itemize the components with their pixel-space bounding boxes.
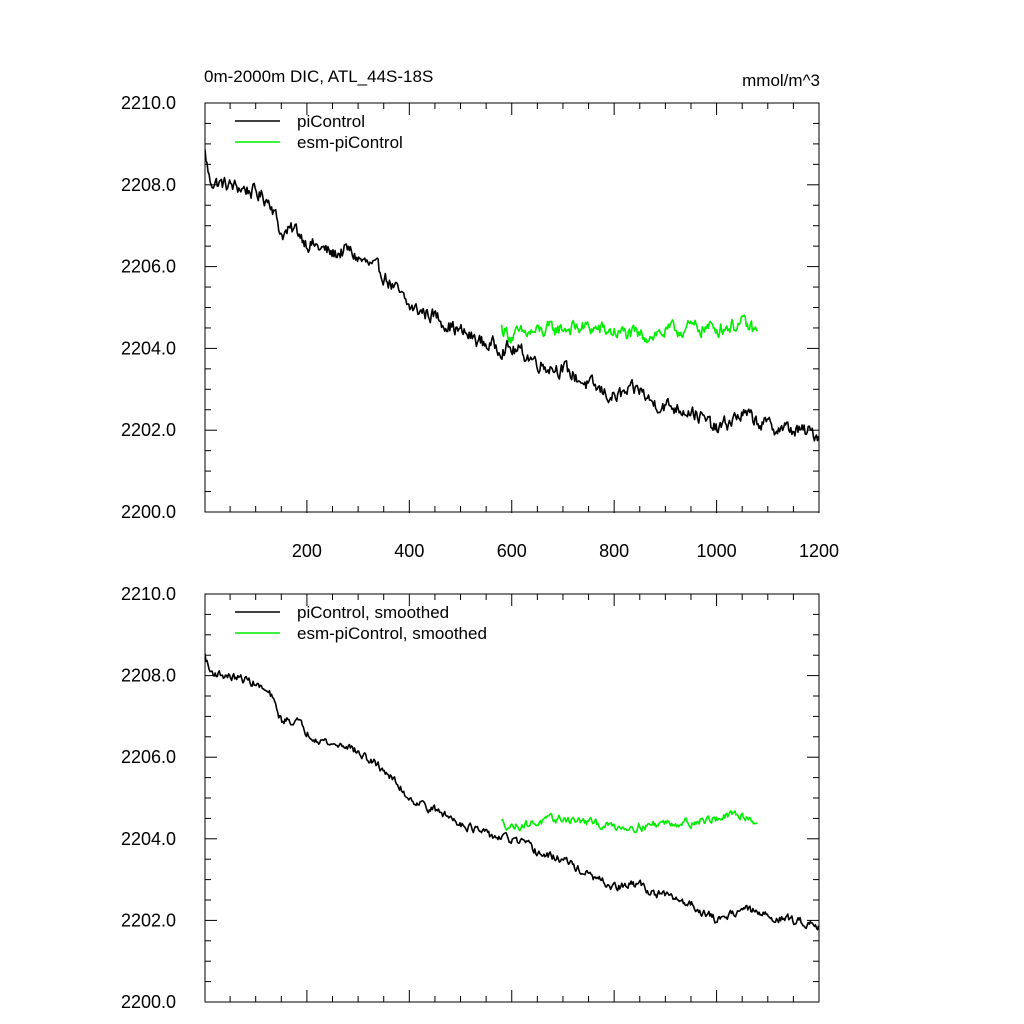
y-tick-label: 2210.0 <box>121 584 176 604</box>
y-tick-label: 2202.0 <box>121 910 176 930</box>
x-tick-label: 1000 <box>697 541 737 561</box>
top-panel: 2200.0 2202.0 2204.0 2206.0 2208.0 2210.0 200 4… <box>121 93 839 561</box>
y-tick-label: 2202.0 <box>121 420 176 440</box>
y-tick-label: 2208.0 <box>121 175 176 195</box>
series-line-esm-picontrol <box>500 314 759 344</box>
legend-label: esm-piControl <box>297 133 403 152</box>
x-tick-label: 600 <box>497 541 527 561</box>
x-tick-label: 400 <box>394 541 424 561</box>
y-tick-label: 2206.0 <box>121 747 176 767</box>
y-tick-label: 2204.0 <box>121 829 176 849</box>
legend-label: piControl, smoothed <box>297 603 449 622</box>
legend-label: esm-piControl, smoothed <box>297 624 487 643</box>
x-tick-label: 800 <box>599 541 629 561</box>
units-label: mmol/m^3 <box>742 71 820 90</box>
series-line-esm-picontrol-smoothed <box>500 810 758 834</box>
series-line-picontrol-smoothed <box>205 653 819 931</box>
y-tick-label: 2200.0 <box>121 992 176 1012</box>
figure-title: 0m-2000m DIC, ATL_44S-18S <box>204 67 433 86</box>
legend-label: piControl <box>297 112 365 131</box>
y-tick-label: 2206.0 <box>121 257 176 277</box>
x-tick-label: 1200 <box>799 541 839 561</box>
series-line-picontrol <box>205 149 819 442</box>
bottom-panel: 2200.0 2202.0 2204.0 2206.0 2208.0 2210.0 piCo… <box>121 584 820 1012</box>
y-tick-label: 2210.0 <box>121 93 176 113</box>
plot-frame <box>204 593 820 1003</box>
plot-frame <box>204 102 820 513</box>
y-tick-label: 2200.0 <box>121 502 176 522</box>
x-tick-label: 200 <box>292 541 322 561</box>
y-tick-label: 2208.0 <box>121 666 176 686</box>
y-tick-label: 2204.0 <box>121 338 176 358</box>
